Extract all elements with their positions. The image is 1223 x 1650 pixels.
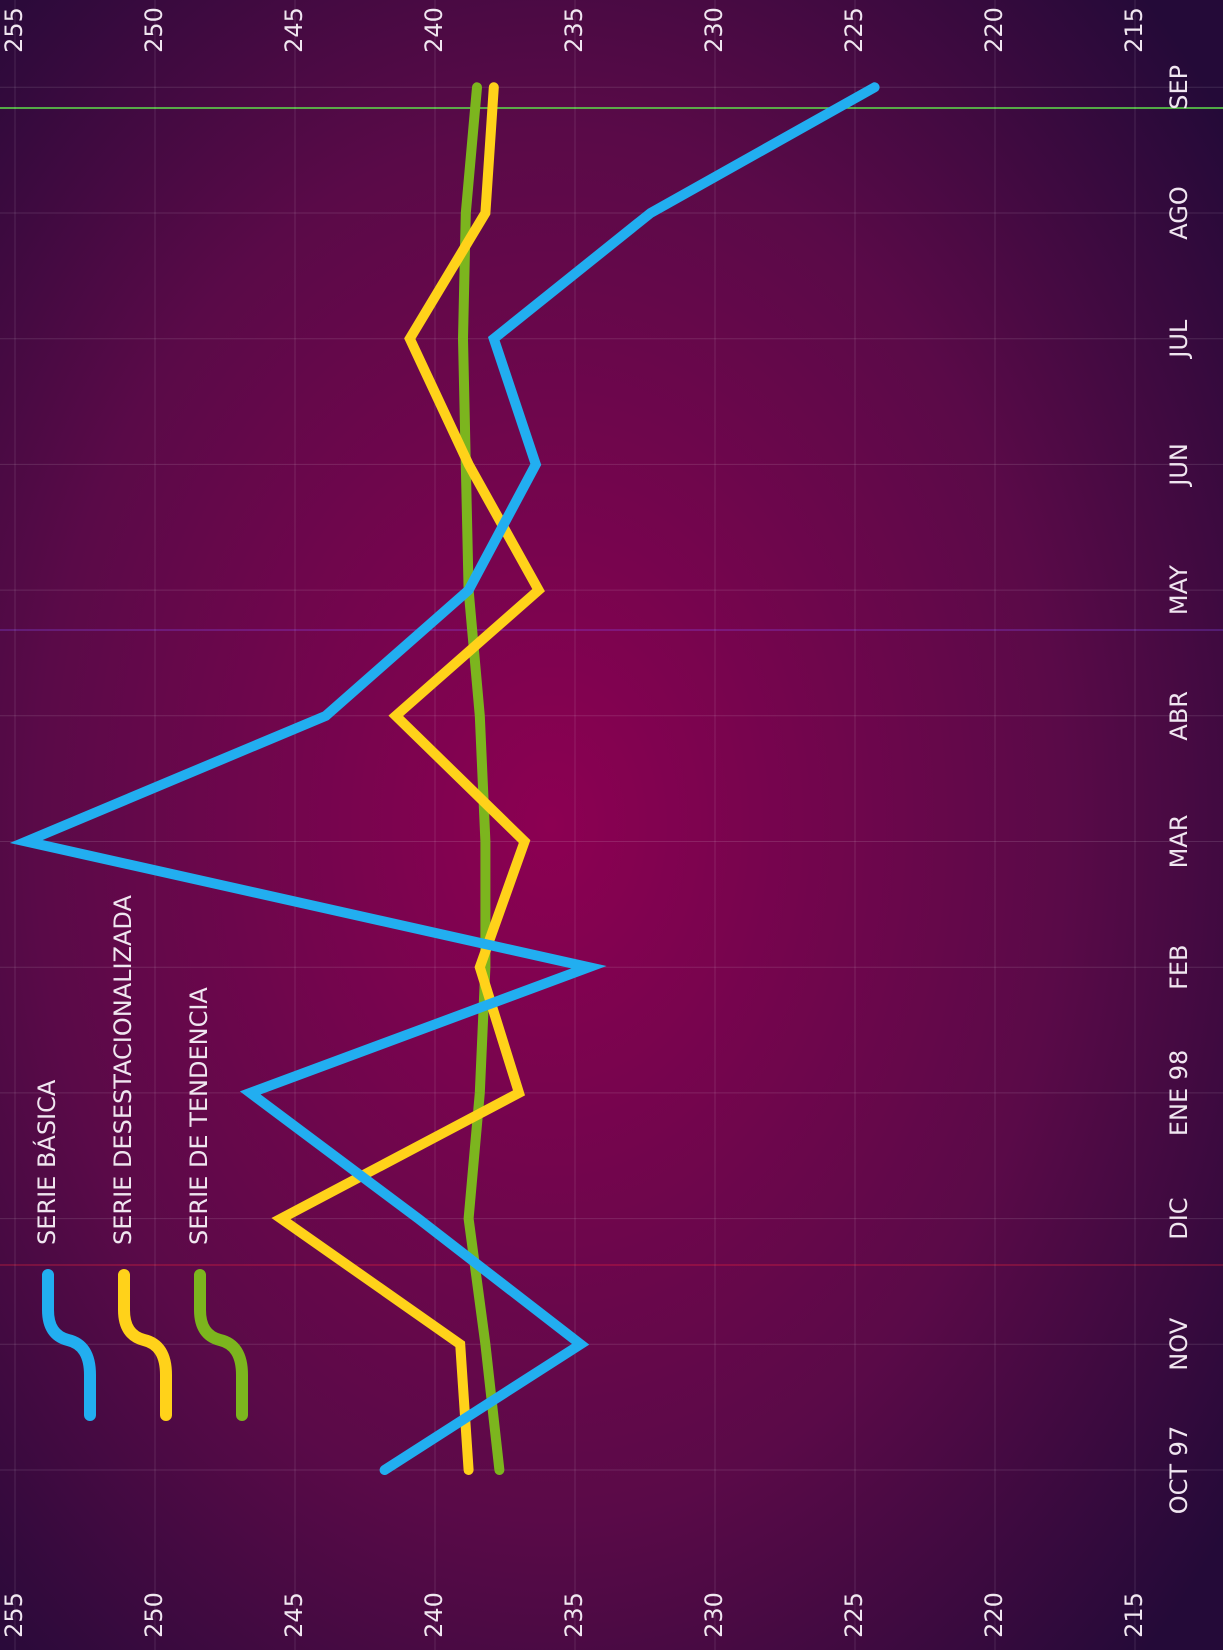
legend-label: SERIE DESESTACIONALIZADA: [109, 895, 137, 1245]
category-label: FEB: [1165, 944, 1193, 989]
category-label: MAR: [1165, 815, 1193, 869]
value-tick-label: 250: [140, 7, 168, 53]
category-label: DIC: [1165, 1197, 1193, 1239]
series-line: [271, 82, 545, 1475]
category-label: ENE 98: [1165, 1050, 1193, 1136]
value-tick-label: 230: [700, 1592, 728, 1638]
series-line: [9, 82, 880, 1475]
category-label: AGO: [1165, 186, 1193, 239]
value-tick-label: 215: [1120, 7, 1148, 53]
value-tick-label: 235: [560, 1592, 588, 1638]
legend-label: SERIE DE TENDENCIA: [185, 987, 213, 1245]
legend-swatch: [118, 1269, 172, 1421]
value-tick-label: 255: [0, 7, 28, 53]
value-tick-label: 220: [980, 1592, 1008, 1638]
value-tick-label: 250: [140, 1592, 168, 1638]
value-tick-label: 220: [980, 7, 1008, 53]
value-tick-label: 225: [840, 1592, 868, 1638]
value-tick-label: 215: [1120, 1592, 1148, 1638]
legend-swatch: [194, 1269, 248, 1421]
value-tick-label: 225: [840, 7, 868, 53]
category-label: SEP: [1165, 65, 1193, 110]
value-tick-label: 240: [420, 1592, 448, 1638]
category-label: JUL: [1165, 319, 1193, 360]
category-label: MAY: [1165, 565, 1193, 615]
value-tick-label: 245: [280, 7, 308, 53]
value-tick-label: 245: [280, 1592, 308, 1638]
legend-label: SERIE BÁSICA: [32, 1079, 61, 1245]
value-tick-label: 255: [0, 1592, 28, 1638]
value-tick-label: 235: [560, 7, 588, 53]
value-tick-label: 230: [700, 7, 728, 53]
legend-swatch: [42, 1269, 96, 1421]
category-label: OCT 97: [1165, 1426, 1193, 1514]
category-label: JUN: [1165, 443, 1193, 488]
category-label: NOV: [1165, 1317, 1193, 1370]
value-tick-label: 240: [420, 7, 448, 53]
series-line: [457, 82, 505, 1475]
category-label: ABR: [1165, 691, 1193, 741]
